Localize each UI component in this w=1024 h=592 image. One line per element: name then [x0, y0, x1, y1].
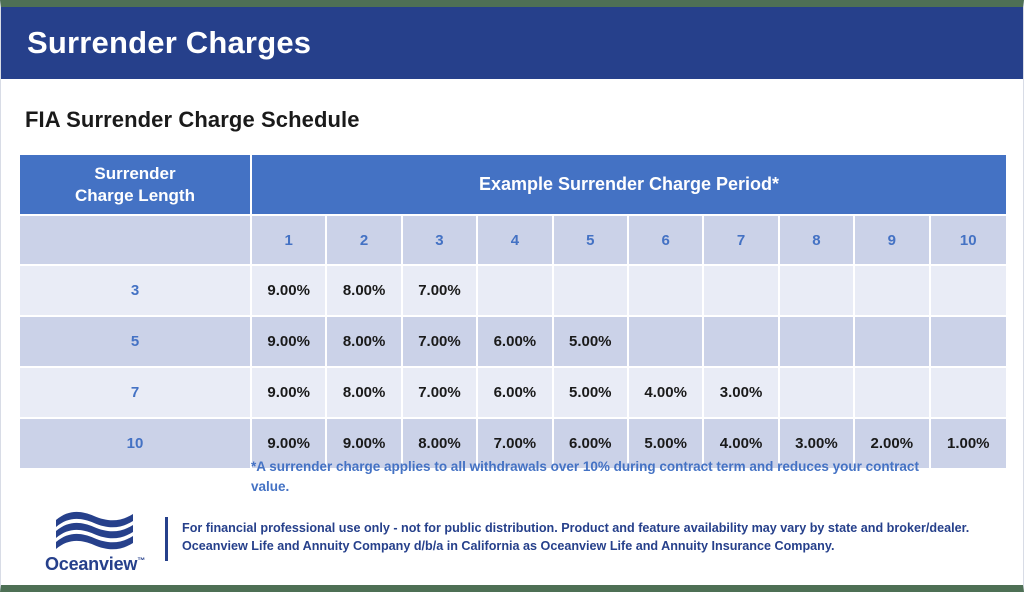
footer: Oceanview™ For financial professional us…	[25, 505, 1005, 575]
cell-3-y8	[779, 264, 856, 315]
table-head: Surrender Charge Length Example Surrende…	[20, 155, 1006, 264]
page-title: Surrender Charges	[27, 25, 312, 60]
cell-5-y3: 7.00%	[402, 315, 479, 366]
year-col-6: 6	[628, 214, 705, 264]
table-row: 7 9.00% 8.00% 7.00% 6.00% 5.00% 4.00% 3.…	[20, 366, 1006, 417]
trademark-symbol: ™	[137, 556, 146, 565]
cell-3-y10	[930, 264, 1006, 315]
table-year-row: 1 2 3 4 5 6 7 8 9 10	[20, 214, 1006, 264]
cell-7-y1: 9.00%	[252, 366, 328, 417]
row-label-3: 3	[20, 264, 252, 315]
cell-10-y10: 1.00%	[930, 417, 1006, 468]
cell-7-y6: 4.00%	[628, 366, 705, 417]
cell-3-y2: 8.00%	[327, 264, 403, 315]
cell-7-y5: 5.00%	[553, 366, 629, 417]
year-col-2: 2	[327, 214, 403, 264]
year-col-8: 8	[779, 214, 856, 264]
table-row: 5 9.00% 8.00% 7.00% 6.00% 5.00%	[20, 315, 1006, 366]
year-col-9: 9	[855, 214, 931, 264]
header-charge-length-line2: Charge Length	[75, 185, 195, 205]
cell-3-y5	[553, 264, 629, 315]
cell-10-y6: 5.00%	[628, 417, 705, 468]
section-heading: FIA Surrender Charge Schedule	[25, 107, 360, 132]
surrender-charge-table: Surrender Charge Length Example Surrende…	[20, 155, 1006, 468]
table-row: 3 9.00% 8.00% 7.00%	[20, 264, 1006, 315]
cell-3-y7	[704, 264, 780, 315]
header-example-period: Example Surrender Charge Period*	[252, 155, 1006, 214]
cell-5-y8	[779, 315, 856, 366]
row-label-10: 10	[20, 417, 252, 468]
cell-10-y5: 6.00%	[553, 417, 629, 468]
year-col-10: 10	[930, 214, 1006, 264]
cell-7-y10	[930, 366, 1006, 417]
oceanview-wordmark: Oceanview™	[45, 554, 145, 575]
wave-logo-icon	[56, 511, 133, 550]
cell-3-y6	[628, 264, 705, 315]
cell-5-y7	[704, 315, 780, 366]
oceanview-logo: Oceanview™	[25, 505, 165, 575]
year-row-empty-label	[20, 214, 252, 264]
row-label-7: 7	[20, 366, 252, 417]
year-col-4: 4	[478, 214, 554, 264]
cell-7-y4: 6.00%	[478, 366, 554, 417]
row-label-5: 5	[20, 315, 252, 366]
disclaimer-text: For financial professional use only - no…	[182, 521, 970, 554]
cell-10-y8: 3.00%	[779, 417, 856, 468]
cell-3-y3: 7.00%	[402, 264, 479, 315]
table-row: 10 9.00% 9.00% 8.00% 7.00% 6.00% 5.00% 4…	[20, 417, 1006, 468]
title-banner: Surrender Charges	[1, 7, 1023, 79]
cell-5-y2: 8.00%	[327, 315, 403, 366]
year-col-7: 7	[704, 214, 780, 264]
footnote: *A surrender charge applies to all withd…	[251, 459, 919, 494]
cell-3-y4	[478, 264, 554, 315]
cell-3-y1: 9.00%	[252, 264, 328, 315]
cell-3-y9	[855, 264, 931, 315]
cell-5-y6	[628, 315, 705, 366]
cell-5-y1: 9.00%	[252, 315, 328, 366]
surrender-charge-table-wrapper: Surrender Charge Length Example Surrende…	[20, 155, 1006, 468]
header-charge-length-line1: Surrender	[94, 164, 176, 184]
cell-7-y8	[779, 366, 856, 417]
table-body: 3 9.00% 8.00% 7.00% 5 9.00% 8.00%	[20, 264, 1006, 468]
cell-5-y5: 5.00%	[553, 315, 629, 366]
cell-10-y3: 8.00%	[402, 417, 479, 468]
table-header-row: Surrender Charge Length Example Surrende…	[20, 155, 1006, 214]
cell-5-y4: 6.00%	[478, 315, 554, 366]
cell-10-y7: 4.00%	[704, 417, 780, 468]
cell-10-y4: 7.00%	[478, 417, 554, 468]
cell-7-y9	[855, 366, 931, 417]
cell-10-y9: 2.00%	[855, 417, 931, 468]
cell-7-y2: 8.00%	[327, 366, 403, 417]
oceanview-wordmark-text: Oceanview	[44, 554, 138, 574]
cell-7-y7: 3.00%	[704, 366, 780, 417]
year-col-5: 5	[553, 214, 629, 264]
cell-7-y3: 7.00%	[402, 366, 479, 417]
cell-10-y2: 9.00%	[327, 417, 403, 468]
cell-5-y9	[855, 315, 931, 366]
year-col-1: 1	[252, 214, 328, 264]
cell-10-y1: 9.00%	[252, 417, 328, 468]
year-col-3: 3	[402, 214, 479, 264]
cell-5-y10	[930, 315, 1006, 366]
header-charge-length: Surrender Charge Length	[20, 155, 252, 214]
disclaimer-divider	[165, 517, 168, 561]
